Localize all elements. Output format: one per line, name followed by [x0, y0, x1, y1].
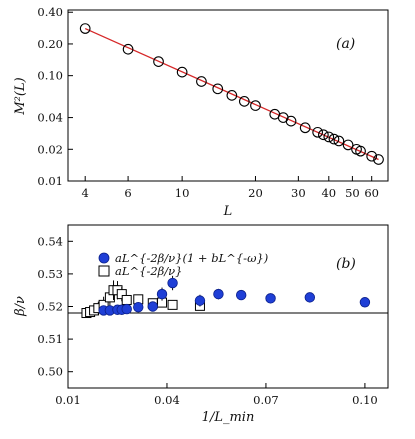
panel-b-circle-point: [147, 301, 158, 312]
panel-a-data-point: [355, 145, 366, 157]
panel-b-square-point: [167, 299, 178, 310]
panel-a-data-point: [318, 129, 329, 141]
panel-b-circle-point: [133, 301, 144, 313]
panel-a-data-point: [176, 66, 188, 78]
panel-a-data-point: [238, 96, 250, 107]
panel-a-y-tick-label: 0.01: [37, 174, 63, 188]
panel-b-circle-point: [167, 277, 178, 289]
panel-b-x-tick-label: 0.01: [55, 393, 81, 407]
panel-a-label: (a): [336, 36, 355, 52]
panel-a-y-tick-label: 0.02: [37, 142, 63, 156]
panel-a-data-point: [328, 133, 340, 145]
panel-b-circle-point: [265, 293, 276, 304]
panel-b-square-point: [121, 294, 132, 305]
panel-a-points: [79, 23, 384, 165]
panel-a-data-point: [226, 90, 238, 101]
panel-a-data-point: [153, 56, 164, 67]
panel-b-y-tick-label: 0.54: [37, 234, 63, 248]
panel-b-circle-point: [156, 288, 168, 300]
panel-a-data-point: [285, 115, 297, 127]
panel-a-y-ticks: 0.01 0.02 0.04 0.10 0.20 0.40: [37, 5, 73, 188]
panel-b-circle-point: [121, 303, 132, 315]
panel-b-points: [81, 275, 371, 319]
panel-a-x-tick-label: 6: [124, 186, 131, 200]
panel-b-y-title: β/ν: [13, 296, 28, 317]
panel-a-data-point: [373, 154, 384, 165]
panel-a-x-tick-label: 4: [82, 186, 89, 200]
panel-a-data-point: [366, 150, 378, 162]
panel-a-data-point: [79, 23, 91, 34]
panel-a-data-point: [312, 126, 323, 138]
panel-b-x-ticks: 0.01 0.04 0.07 0.10: [55, 383, 378, 407]
legend-marker-filled-circle: [98, 252, 110, 264]
panel-b-circle-point: [194, 295, 206, 306]
panel-b-x-tick-label: 0.04: [154, 393, 180, 407]
panel-b-y-ticks: 0.50 0.51 0.52 0.53 0.54: [37, 234, 73, 379]
panel-a-data-point: [196, 76, 207, 87]
panel-a-data-point: [342, 139, 354, 151]
panel-b-label: (b): [336, 256, 356, 272]
panel-b-legend: aL^{-2β/ν}(1 + bL^{-ω}) aL^{-2β/ν}: [98, 251, 268, 278]
panel-a-y-tick-label: 0.10: [37, 69, 63, 83]
panel-a-y-tick-label: 0.04: [37, 111, 63, 125]
panel-a-data-point: [299, 122, 311, 134]
panel-a-data-point: [122, 43, 134, 55]
panel-b-circle-point: [359, 297, 371, 308]
panel-b-y-tick-label: 0.50: [37, 365, 63, 379]
panel-a-x-tick-label: 40: [321, 186, 336, 200]
panel-a-frame: [67, 9, 389, 182]
panel-a-data-point: [250, 100, 261, 111]
panel-a-x-ticks: 4 6 10 20 30 40 50 60: [82, 176, 379, 200]
panel-b-x-title: 1/L_min: [202, 410, 255, 425]
panel-b-circle-point: [235, 289, 247, 301]
panel-a-y-title: M²(L): [13, 77, 28, 115]
panel-b-circle-point: [304, 292, 316, 303]
panel-a-y-tick-label: 0.20: [37, 37, 63, 51]
panel-a-data-point: [323, 131, 335, 143]
panel-a-data-point: [212, 83, 224, 95]
panel-b-y-tick-label: 0.53: [37, 267, 63, 281]
legend-entry-fit-with-correction: aL^{-2β/ν}(1 + bL^{-ω}): [115, 251, 268, 265]
panel-b-circle-point: [213, 288, 224, 300]
panel-a-x-title: L: [223, 204, 233, 219]
panel-a-data-point: [333, 135, 345, 147]
panel-b-x-tick-label: 0.07: [253, 393, 279, 407]
legend-entry-pure-power-law: aL^{-2β/ν}: [115, 264, 182, 278]
panel-a-x-tick-label: 50: [345, 186, 360, 200]
panel-b: 0.01 0.04 0.07 0.10 0.50 0.51 0.52 0.53 0.54 (b…: [13, 224, 389, 425]
panel-a: 4 6 10 20 30 40 50 60 0.010.020.040.100.200.40 …: [13, 5, 389, 219]
panel-a-x-tick-label: 20: [248, 186, 263, 200]
legend-marker-open-square: [98, 265, 110, 277]
panel-b-x-tick-label: 0.10: [352, 393, 378, 407]
panel-a-y-tick-label: 0.40: [37, 5, 63, 19]
panel-a-x-tick-label: 60: [364, 186, 379, 200]
panel-a-x-tick-label: 10: [175, 186, 190, 200]
panel-b-y-tick-label: 0.51: [37, 332, 63, 346]
panel-b-y-tick-label: 0.52: [37, 300, 63, 314]
panel-a-x-tick-label: 30: [291, 186, 306, 200]
